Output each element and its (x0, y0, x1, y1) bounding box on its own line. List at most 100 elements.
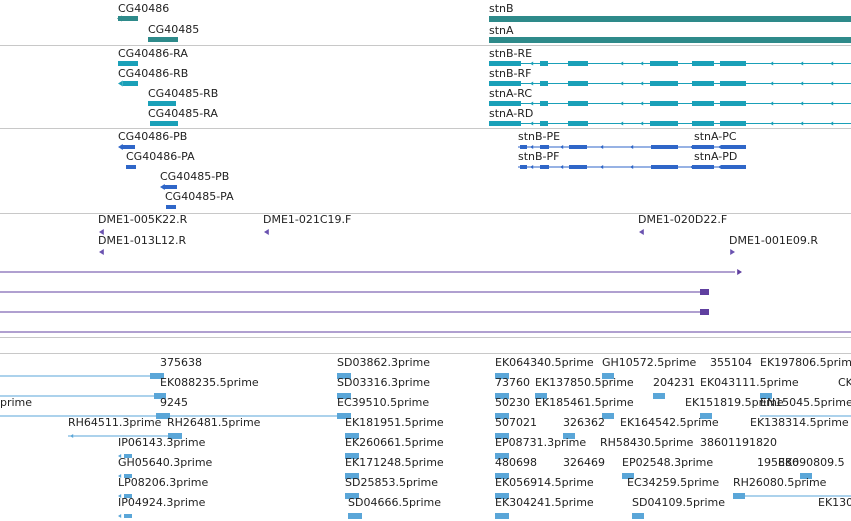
est-block[interactable] (602, 413, 614, 419)
est-label[interactable]: EK151819.5prime (685, 396, 784, 409)
protein-label[interactable]: stnB-PE (518, 130, 561, 143)
est-label[interactable]: IP06143.3prime (118, 436, 206, 449)
est-label[interactable]: 480698 (495, 456, 537, 469)
gene-label[interactable]: stnA (489, 24, 514, 37)
est-label[interactable]: RH64511.3prime (68, 416, 162, 429)
gene-feature[interactable] (118, 16, 138, 21)
cds-block[interactable] (721, 145, 746, 149)
est-label[interactable]: 195886 (757, 456, 799, 469)
transcript-exon[interactable] (118, 61, 138, 66)
est-label[interactable]: EP02548.3prime (622, 456, 714, 469)
est-block[interactable] (760, 393, 772, 399)
est-label[interactable]: EK138314.5prime (750, 416, 849, 429)
cds-block[interactable] (121, 145, 135, 149)
transcript-exon[interactable] (148, 101, 176, 106)
est-block[interactable] (495, 493, 509, 499)
est-label[interactable]: SD03862.3prime (337, 356, 430, 369)
clone-label[interactable]: DME1-005K22.R (98, 213, 188, 226)
est-block[interactable] (653, 393, 665, 399)
est-label[interactable]: 50230 (495, 396, 530, 409)
transcript-exon[interactable] (540, 81, 548, 86)
est-block[interactable] (632, 513, 644, 519)
transcript-label[interactable]: stnB-RF (489, 67, 532, 80)
est-block[interactable] (124, 454, 132, 458)
est-label[interactable]: EK130 (818, 496, 851, 509)
est-block[interactable] (337, 393, 351, 399)
cds-block[interactable] (163, 185, 177, 189)
read-end[interactable] (700, 289, 709, 295)
est-block[interactable] (495, 473, 509, 479)
est-label[interactable]: CK014 (838, 376, 851, 389)
est-block[interactable] (495, 513, 509, 519)
est-label[interactable]: EK260661.5prime (345, 436, 444, 449)
est-label[interactable]: 507021 (495, 416, 537, 429)
est-block[interactable] (345, 493, 359, 499)
est-label[interactable]: LP08206.3prime (118, 476, 209, 489)
est-label[interactable]: EK164542.5prime (620, 416, 719, 429)
transcript-exon[interactable] (720, 61, 746, 66)
transcript-exon[interactable] (489, 121, 521, 126)
est-label[interactable]: RH26481.5prime (167, 416, 261, 429)
transcript-exon[interactable] (123, 81, 138, 86)
protein-label[interactable]: CG40485-PA (165, 190, 234, 203)
est-block[interactable] (495, 413, 509, 419)
cds-block[interactable] (569, 165, 587, 169)
transcript-exon[interactable] (720, 121, 746, 126)
gene-label[interactable]: CG40485 (148, 23, 200, 36)
est-label[interactable]: 375638 (160, 356, 202, 369)
gene-feature[interactable] (489, 16, 851, 22)
transcript-exon[interactable] (720, 81, 746, 86)
est-block[interactable] (154, 393, 166, 399)
est-label[interactable]: EK137850.5prime (535, 376, 634, 389)
est-label[interactable]: SD25853.5prime (345, 476, 438, 489)
transcript-exon[interactable] (650, 121, 678, 126)
est-label[interactable]: EN15045.5prime (760, 396, 851, 409)
clone-label[interactable]: DME1-013L12.R (98, 234, 187, 247)
gene-feature[interactable] (489, 37, 851, 43)
transcript-exon[interactable] (540, 101, 548, 106)
est-block[interactable] (337, 413, 351, 419)
transcript-label[interactable]: stnB-RE (489, 47, 533, 60)
est-label[interactable]: EK171248.5prime (345, 456, 444, 469)
est-label[interactable]: EK304241.5prime (495, 496, 594, 509)
cds-block[interactable] (692, 145, 714, 149)
est-label[interactable]: EP08731.3prime (495, 436, 587, 449)
est-block[interactable] (348, 513, 362, 519)
cds-block[interactable] (540, 165, 549, 169)
gene-label[interactable]: CG40486 (118, 2, 170, 15)
est-block[interactable] (168, 433, 182, 439)
protein-label[interactable]: CG40486-PB (118, 130, 188, 143)
cds-block[interactable] (692, 165, 714, 169)
est-block[interactable] (345, 473, 359, 479)
est-block[interactable] (495, 373, 509, 379)
cds-block[interactable] (651, 145, 678, 149)
gene-feature[interactable] (148, 37, 178, 42)
protein-label[interactable]: stnB-PF (518, 150, 560, 163)
est-label[interactable]: RH26080.5prime (733, 476, 827, 489)
protein-label[interactable]: CG40485-PB (160, 170, 230, 183)
est-label[interactable]: RH58430.5prime (600, 436, 694, 449)
est-block[interactable] (535, 393, 547, 399)
transcript-exon[interactable] (720, 101, 746, 106)
est-label[interactable]: 326362 (563, 416, 605, 429)
est-label[interactable]: 9245 (160, 396, 188, 409)
est-label[interactable]: EK043111.5prime (700, 376, 799, 389)
transcript-exon[interactable] (568, 101, 588, 106)
est-label[interactable]: GH10572.5prime (602, 356, 697, 369)
est-label[interactable]: EK090809.5 (778, 456, 845, 469)
est-block[interactable] (150, 373, 164, 379)
est-label[interactable]: GH05640.3prime (118, 456, 213, 469)
transcript-label[interactable]: CG40485-RA (148, 107, 218, 120)
est-block[interactable] (495, 433, 509, 439)
est-label[interactable]: 204231 (653, 376, 695, 389)
est-label[interactable]: 326469 (563, 456, 605, 469)
est-label[interactable]: EK056914.5prime (495, 476, 594, 489)
transcript-exon[interactable] (540, 121, 548, 126)
est-block[interactable] (124, 474, 132, 478)
transcript-exon[interactable] (568, 121, 588, 126)
est-block[interactable] (563, 433, 575, 439)
est-label[interactable]: EC39510.5prime (337, 396, 430, 409)
clone-label[interactable]: DME1-020D22.F (638, 213, 728, 226)
est-label[interactable]: EC34259.5prime (627, 476, 720, 489)
